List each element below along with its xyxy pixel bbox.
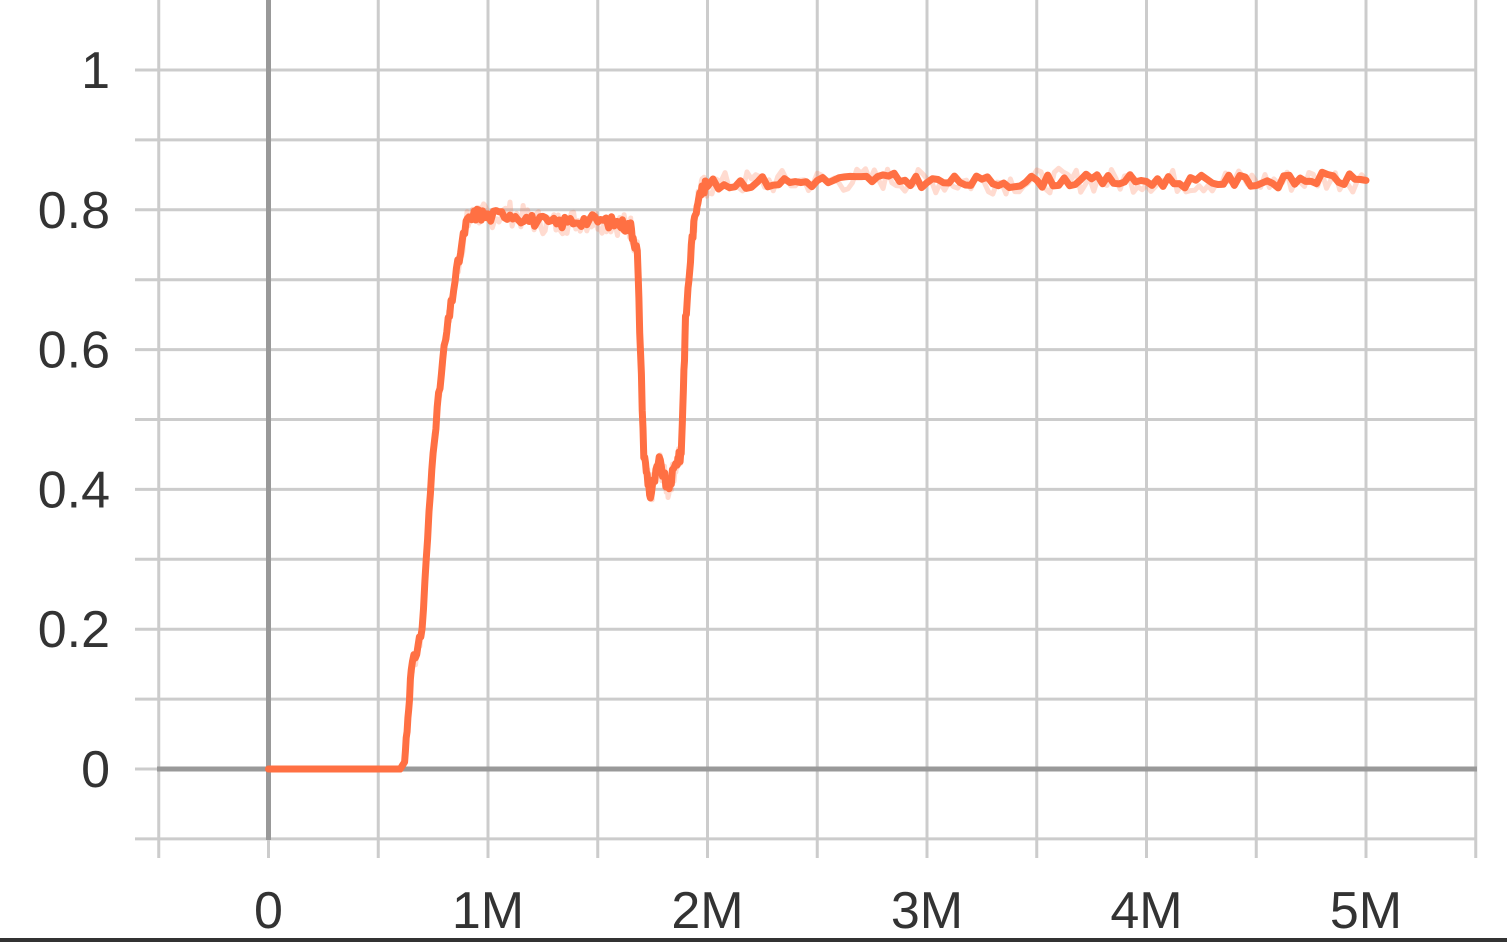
series <box>265 165 1370 773</box>
y-tick-label: 0.8 <box>38 182 110 240</box>
y-tick-label: 0.4 <box>38 461 110 519</box>
x-tick-label: 2M <box>671 882 743 940</box>
x-tick-label: 0 <box>254 882 283 940</box>
y-tick-label: 0.6 <box>38 322 110 380</box>
x-tick-label: 1M <box>452 882 524 940</box>
x-tick-labels: 0 1M 2M 3M 4M 5M <box>254 882 1402 940</box>
series-line <box>265 168 1370 773</box>
y-tick-label: 0.2 <box>38 601 110 659</box>
y-tick-label: 0 <box>81 741 110 799</box>
bottom-border <box>0 938 1507 942</box>
x-tick-label: 4M <box>1110 882 1182 940</box>
y-tick-label: 1 <box>81 42 110 100</box>
x-tick-label: 5M <box>1330 882 1402 940</box>
x-tick-label: 3M <box>891 882 963 940</box>
y-tick-labels: 0 0.2 0.4 0.6 0.8 1 <box>38 42 110 799</box>
grid <box>135 0 1478 858</box>
